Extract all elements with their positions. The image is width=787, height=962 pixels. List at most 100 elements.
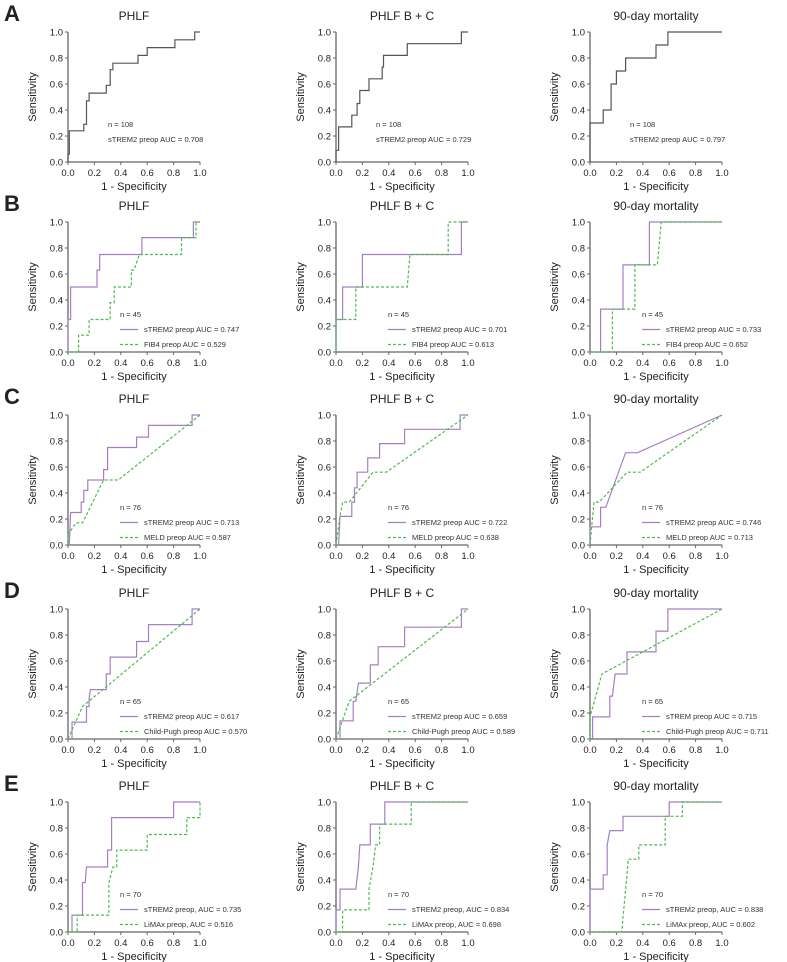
x-tick-label: 0.6 [141, 745, 154, 756]
x-tick-label: 0.8 [689, 551, 702, 562]
x-tick-label: 1.0 [715, 168, 728, 179]
y-tick-label: 0.6 [572, 80, 585, 91]
y-axis-label: Sensitivity [27, 842, 39, 892]
x-tick-label: 1.0 [193, 938, 206, 949]
x-tick-label: 0.2 [610, 168, 623, 179]
y-tick-label: 0.0 [318, 928, 331, 939]
x-tick-label: 0.2 [88, 938, 101, 949]
legend-entry: sTREM2 preop AUC = 0.722 [412, 518, 507, 527]
panel-row-label: B [4, 191, 20, 216]
panel-row-label: D [4, 578, 20, 603]
legend-entry: LiMAx preop, AUC = 0.698 [412, 920, 501, 929]
x-tick-label: 0.4 [382, 168, 395, 179]
sample-size-label: n = 45 [120, 310, 141, 319]
x-tick-label: 0.4 [636, 358, 649, 369]
x-tick-label: 0.8 [167, 551, 180, 562]
y-tick-label: 0.2 [572, 709, 585, 720]
sample-size-label: n = 70 [388, 890, 409, 899]
legend-entry: MELD preop AUC = 0.713 [666, 533, 753, 542]
y-tick-label: 0.0 [318, 541, 331, 552]
comparator-roc-curve [336, 801, 468, 933]
x-axis-label: 1 - Specificity [369, 564, 435, 576]
x-tick-label: 0.6 [409, 745, 422, 756]
comparator-roc-curve [590, 221, 722, 353]
y-tick-label: 0.2 [318, 515, 331, 526]
y-tick-label: 0.8 [318, 54, 331, 65]
strem2-roc-curve [590, 221, 722, 353]
chart-title: 90-day mortality [613, 779, 698, 793]
y-tick-label: 0.2 [572, 515, 585, 526]
x-axis-label: 1 - Specificity [101, 371, 167, 383]
x-tick-label: 1.0 [715, 745, 728, 756]
x-axis-label: 1 - Specificity [369, 181, 435, 193]
strem2-roc-curve [589, 801, 722, 932]
x-tick-label: 0.2 [356, 551, 369, 562]
x-tick-label: 0.8 [435, 358, 448, 369]
y-tick-label: 1.0 [572, 28, 585, 39]
x-tick-label: 0.0 [329, 938, 342, 949]
x-tick-label: 0.0 [583, 358, 596, 369]
comparator-roc-curve [335, 414, 469, 546]
strem2-roc-curve [67, 31, 200, 162]
comparator-roc-curve [589, 608, 723, 739]
y-tick-label: 1.0 [50, 798, 63, 809]
roc-chart: PHLF 0.00.0 0.2 0.2 0.4 0.4 0.6 0.6 0.8 0.8 1.0 1.0… [27, 586, 247, 770]
sample-size-label: n = 45 [388, 310, 409, 319]
x-tick-label: 0.0 [329, 358, 342, 369]
x-tick-label: 0.4 [636, 938, 649, 949]
x-tick-label: 0.2 [356, 358, 369, 369]
y-tick-label: 1.0 [572, 798, 585, 809]
y-tick-label: 0.8 [572, 824, 585, 835]
legend-entry: sTREM2 preop AUC = 0.729 [376, 135, 471, 144]
x-tick-label: 0.8 [435, 745, 448, 756]
x-tick-label: 0.2 [88, 551, 101, 562]
x-tick-label: 0.8 [689, 745, 702, 756]
y-tick-label: 1.0 [50, 28, 63, 39]
x-tick-label: 0.6 [141, 551, 154, 562]
x-tick-label: 0.4 [382, 938, 395, 949]
x-tick-label: 1.0 [461, 938, 474, 949]
roc-chart: 90-day mortality 0.00.0 0.2 0.2 0.4 0.4 0.6 0.6… [549, 9, 729, 193]
comparator-roc-curve [67, 414, 201, 545]
y-tick-label: 0.4 [318, 489, 331, 500]
chart-title: PHLF B + C [370, 392, 435, 406]
y-tick-label: 0.0 [50, 541, 63, 552]
x-tick-label: 0.6 [409, 358, 422, 369]
y-tick-label: 1.0 [572, 411, 585, 422]
y-tick-label: 1.0 [50, 218, 63, 229]
y-tick-label: 1.0 [318, 218, 331, 229]
y-tick-label: 1.0 [572, 605, 585, 616]
sample-size-label: n = 108 [108, 120, 133, 129]
x-axis-label: 1 - Specificity [369, 758, 435, 770]
chart-title: PHLF B + C [370, 9, 435, 23]
x-tick-label: 0.2 [356, 168, 369, 179]
y-tick-label: 1.0 [318, 605, 331, 616]
strem2-roc-curve [589, 31, 722, 162]
x-tick-label: 0.8 [435, 938, 448, 949]
sample-size-label: n = 70 [120, 890, 141, 899]
y-tick-label: 0.6 [50, 657, 63, 668]
y-axis-label: Sensitivity [27, 72, 39, 122]
sample-size-label: n = 108 [630, 120, 655, 129]
legend-entry: LiMAx preop, AUC = 0.602 [666, 920, 755, 929]
x-tick-label: 0.2 [356, 745, 369, 756]
comparator-roc-curve [335, 608, 469, 740]
y-tick-label: 0.8 [50, 824, 63, 835]
x-axis-label: 1 - Specificity [369, 371, 435, 383]
legend-entry: Child-Pugh preop AUC = 0.711 [666, 727, 769, 736]
x-axis-label: 1 - Specificity [623, 181, 689, 193]
roc-chart: PHLF 0.00.0 0.2 0.2 0.4 0.4 0.6 0.6 0.8 0.8 1.0 1.0… [27, 9, 207, 193]
y-tick-label: 0.2 [572, 322, 585, 333]
y-tick-label: 0.8 [50, 437, 63, 448]
x-tick-label: 0.6 [663, 745, 676, 756]
legend-entry: sTREM2 preop AUC = 0.617 [144, 712, 239, 721]
roc-chart: PHLF B + C 0.00.0 0.2 0.2 0.4 0.4 0.6 0.6 0.8 0.8… [295, 392, 507, 576]
y-tick-label: 0.0 [318, 348, 331, 359]
y-tick-label: 0.4 [50, 296, 63, 307]
y-tick-label: 0.0 [572, 928, 585, 939]
x-tick-label: 0.2 [610, 551, 623, 562]
y-tick-label: 0.6 [50, 80, 63, 91]
x-tick-label: 0.0 [61, 358, 74, 369]
strem2-roc-curve [71, 608, 200, 739]
y-tick-label: 0.8 [318, 631, 331, 642]
